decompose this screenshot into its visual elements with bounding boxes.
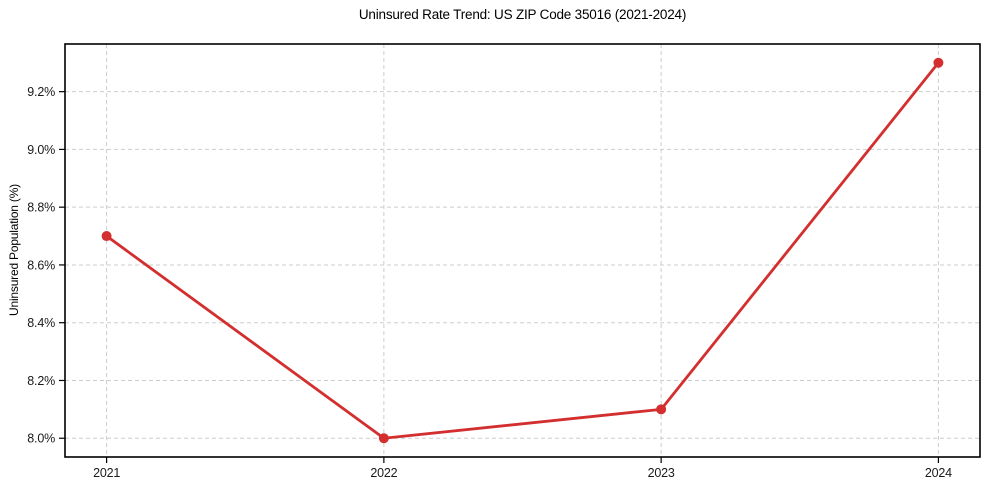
y-tick-label: 8.6% [27, 258, 55, 272]
y-tick-label: 8.4% [27, 316, 55, 330]
data-point-marker [656, 404, 667, 415]
data-point-marker [101, 231, 112, 242]
x-tick-label: 2022 [370, 466, 397, 480]
trend-line [105, 61, 940, 440]
data-point-marker [378, 433, 389, 444]
data-point-marker [933, 57, 944, 68]
y-tick-label: 8.2% [27, 374, 55, 388]
y-tick-label: 9.2% [27, 85, 55, 99]
plot-border [64, 43, 981, 458]
y-tick-label: 8.0% [27, 432, 55, 446]
y-tick-label: 9.0% [27, 143, 55, 157]
y-tick-label: 8.8% [27, 201, 55, 215]
x-tick-label: 2021 [93, 466, 120, 480]
chart-title: Uninsured Rate Trend: US ZIP Code 35016 … [358, 7, 687, 22]
x-tick-label: 2023 [648, 466, 675, 480]
x-tick-label: 2024 [925, 466, 952, 480]
